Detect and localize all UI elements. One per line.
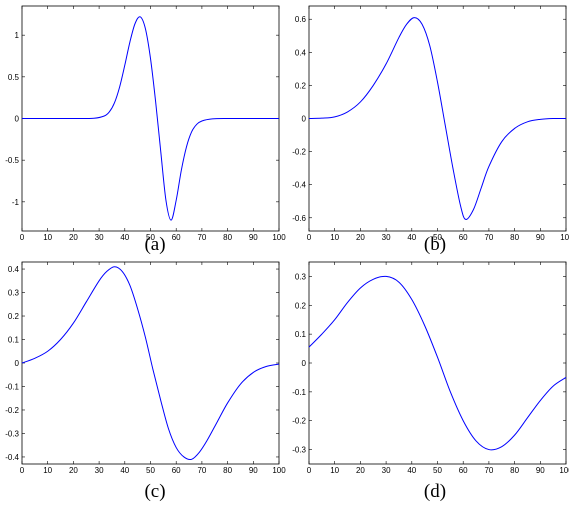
- axes-frame: [21, 261, 280, 465]
- panel-caption: (d): [424, 481, 446, 502]
- x-tick-label: 10: [330, 233, 339, 242]
- panel-caption: (a): [144, 234, 165, 255]
- plot-panel-2: 0 10 20 30 40 50 60 70 80 90 10( -0.6 -0.4 -0.2 0 0.2 0.…: [292, 5, 569, 255]
- x-tick-label: 20: [69, 233, 78, 242]
- y-tick-label: -0.3: [5, 429, 19, 438]
- x-tick-label: 70: [197, 233, 206, 242]
- plot-panel-1: 0 10 20 30 40 50 60 70 80 90 100 -1 -0.5 0 0.5 1 (a): [5, 5, 286, 255]
- y-tick-label: 0.1: [8, 336, 20, 345]
- series-line: [22, 16, 279, 221]
- x-tick-label: 80: [223, 233, 232, 242]
- x-tick-label: 90: [536, 466, 545, 475]
- y-tick-label: 0: [15, 115, 20, 124]
- x-tick-label: 70: [197, 466, 206, 475]
- x-tick-label: 0: [307, 233, 312, 242]
- y-tick-label: 1: [15, 31, 20, 40]
- y-tick-label: 0.2: [295, 81, 307, 90]
- x-tick-label: 0: [20, 233, 25, 242]
- y-tick-label: 0.3: [295, 272, 307, 281]
- y-tick-label: -1: [12, 198, 20, 207]
- x-tick-label: 100: [559, 466, 569, 475]
- x-tick-label: 10: [43, 233, 52, 242]
- x-tick-label: 50: [146, 233, 155, 242]
- x-tick-label: 100: [272, 466, 286, 475]
- x-tick-label: 10: [43, 466, 52, 475]
- x-tick-label: 10(: [560, 233, 569, 242]
- axes-frame: [308, 261, 567, 465]
- x-tick-label: 80: [223, 466, 232, 475]
- x-tick-label: 90: [249, 466, 258, 475]
- series-line: [308, 275, 567, 451]
- x-tick-label: 40: [407, 466, 416, 475]
- y-tick-label: -0.2: [292, 148, 306, 157]
- x-tick-label: 60: [459, 466, 468, 475]
- x-tick-label: 0: [20, 466, 25, 475]
- y-tick-label: 0: [15, 359, 20, 368]
- x-tick-label: 40: [120, 466, 129, 475]
- y-tick-label: -0.1: [5, 382, 19, 391]
- panel-caption: (c): [144, 481, 165, 502]
- plot-panel-4: 0 10 20 30 40 50 60 70 80 90 100 -0.3 -0.2 -0.1 0 0.1 0.…: [292, 261, 569, 502]
- y-tick-label: 0: [302, 359, 307, 368]
- y-tick-label: -0.4: [292, 181, 306, 190]
- y-tick-label: -0.6: [292, 214, 306, 223]
- series-line: [308, 17, 567, 220]
- x-tick-label: 90: [536, 233, 545, 242]
- x-tick-label: 80: [510, 233, 519, 242]
- x-tick-label: 30: [382, 233, 391, 242]
- panel-caption: (b): [424, 234, 446, 255]
- y-tick-label: -0.2: [292, 417, 306, 426]
- y-tick-label: -0.1: [292, 388, 306, 397]
- y-tick-label: 0.3: [8, 289, 20, 298]
- x-tick-label: 30: [95, 466, 104, 475]
- y-tick-label: 0.2: [8, 312, 20, 321]
- x-tick-label: 20: [356, 466, 365, 475]
- x-tick-label: 60: [172, 466, 181, 475]
- x-tick-label: 80: [510, 466, 519, 475]
- x-tick-label: 30: [95, 233, 104, 242]
- x-tick-label: 20: [356, 233, 365, 242]
- x-tick-label: 40: [407, 233, 416, 242]
- y-tick-label: 0.2: [295, 301, 307, 310]
- y-tick-label: 0.4: [8, 265, 20, 274]
- x-tick-label: 70: [484, 233, 493, 242]
- y-tick-label: 0.4: [295, 48, 307, 57]
- y-tick-label: -0.5: [5, 156, 19, 165]
- x-tick-label: 50: [433, 466, 442, 475]
- axes-frame: [308, 5, 567, 232]
- x-tick-label: 60: [459, 233, 468, 242]
- x-tick-label: 50: [146, 466, 155, 475]
- y-tick-label: -0.4: [5, 453, 19, 462]
- x-tick-label: 0: [307, 466, 312, 475]
- y-tick-label: -0.2: [5, 406, 19, 415]
- plot-panel-3: 0 10 20 30 40 50 60 70 80 90 100 -0.4 -0.3 -0.2 -0.1 0 0…: [5, 261, 286, 502]
- x-tick-label: 20: [69, 466, 78, 475]
- x-tick-label: 70: [484, 466, 493, 475]
- x-tick-label: 40: [120, 233, 129, 242]
- x-tick-label: 90: [249, 233, 258, 242]
- y-tick-label: 0: [302, 115, 307, 124]
- y-tick-label: 0.5: [8, 73, 20, 82]
- series-line: [21, 266, 280, 461]
- x-tick-label: 100: [272, 233, 286, 242]
- x-tick-label: 30: [382, 466, 391, 475]
- x-tick-label: 50: [433, 233, 442, 242]
- y-tick-label: 0.1: [295, 330, 307, 339]
- x-tick-label: 60: [172, 233, 181, 242]
- x-tick-label: 10: [330, 466, 339, 475]
- y-tick-label: -0.3: [292, 446, 306, 455]
- y-tick-label: 0.6: [295, 15, 307, 24]
